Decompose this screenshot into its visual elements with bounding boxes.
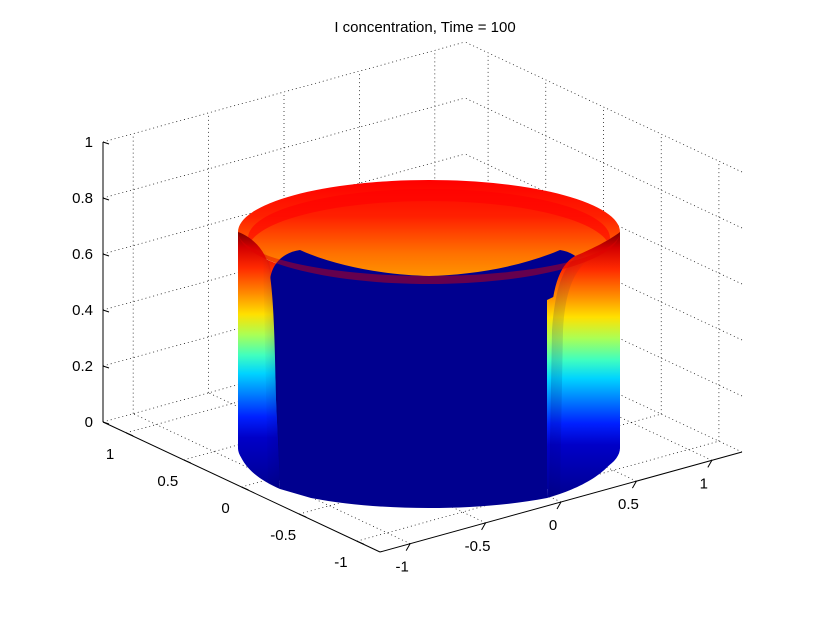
z-tick-label: 0.4 [72,302,93,319]
wall-grid-z2 [464,97,743,229]
z-tick-mark [102,309,110,313]
z-tick-label: 0.2 [72,358,93,375]
x-tick-label: -1 [395,559,408,576]
x-tick-label: 1 [700,475,708,492]
y-tick-label: -1 [334,554,347,571]
z-tick-mark [102,253,110,257]
y-tick-mark [241,486,249,491]
floor-grid-y [356,440,720,542]
wall-grid-z [102,97,466,199]
y-tick-mark [356,540,365,545]
chart-title: I concentration, Time = 100 [334,19,515,36]
y-tick-mark [125,432,134,437]
x-tick-mark [631,480,637,489]
z-tick-label: 0 [85,414,93,431]
z-tick-mark [102,141,110,145]
y-tick-label: 1 [106,446,114,463]
x-tick-mark [707,460,713,468]
y-tick-label: 0.5 [157,473,178,490]
left-inner-shade [262,246,280,489]
x-tick-mark [405,543,411,551]
wall-grid-z [102,41,466,143]
z-tick-label: 0.6 [72,246,93,263]
front-interior [270,250,589,508]
x-tick-label: 0 [549,517,557,534]
y-tick-label: -0.5 [270,527,296,544]
axis-box-lines [102,141,743,553]
wall-grid-z [102,153,466,255]
y-tick-label: 0 [221,500,229,517]
cylinder-surface [238,180,620,508]
wall-grid-z2 [464,41,743,173]
z-tick-label: 1 [85,134,93,151]
x-tick-label: -0.5 [465,538,491,555]
x-tick-mark [556,501,562,510]
y-tick-mark [299,513,307,518]
x-tick-label: 0.5 [618,496,639,513]
right-inner-shade [549,254,590,498]
z-tick-mark [102,421,110,425]
z-tick-label: 0.8 [72,190,93,207]
y-tick-mark [183,459,191,464]
top-rim-front [238,232,620,284]
x-tick-mark [481,522,487,531]
inner-back-wall [248,189,610,250]
z-tick-mark [102,197,110,201]
z-tick-mark [102,365,110,369]
